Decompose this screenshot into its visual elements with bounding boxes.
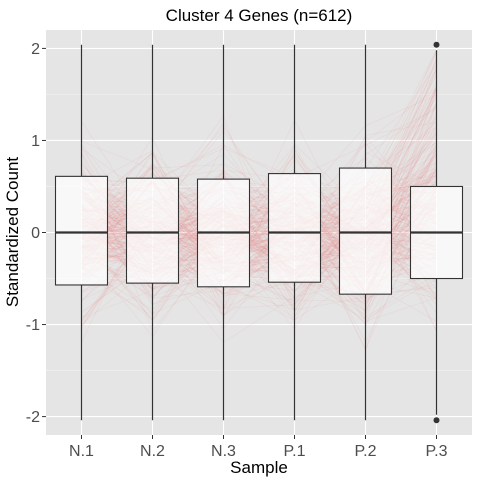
boxplots [54,41,464,424]
y-axis: -2 -1 0 1 2 [26,41,46,426]
box-N.1 [54,175,109,286]
chart-title: Cluster 4 Genes (n=612) [166,6,353,25]
box-N.2 [125,177,180,284]
gene-trace [81,216,437,322]
x-axis-title: Sample [230,458,288,477]
x-tick-label: N.1 [69,443,94,460]
y-axis-title: Standardized Count [3,157,22,308]
outlier-point [433,41,440,48]
y-tick-label: 2 [31,41,40,58]
x-tick-label: N.3 [211,443,236,460]
box-P.1 [267,173,322,283]
y-tick-label: 1 [31,133,40,150]
x-tick-label: P.2 [355,443,377,460]
box-P.2 [338,167,393,295]
y-tick-label: -2 [26,409,40,426]
y-tick-label: -1 [26,317,40,334]
outlier-point [433,417,440,424]
x-tick-label: N.2 [140,443,165,460]
x-axis: N.1 N.2 N.3 P.1 P.2 P.3 [69,435,448,460]
x-tick-label: P.3 [426,443,448,460]
y-tick-label: 0 [31,225,40,242]
x-tick-label: P.1 [284,443,306,460]
